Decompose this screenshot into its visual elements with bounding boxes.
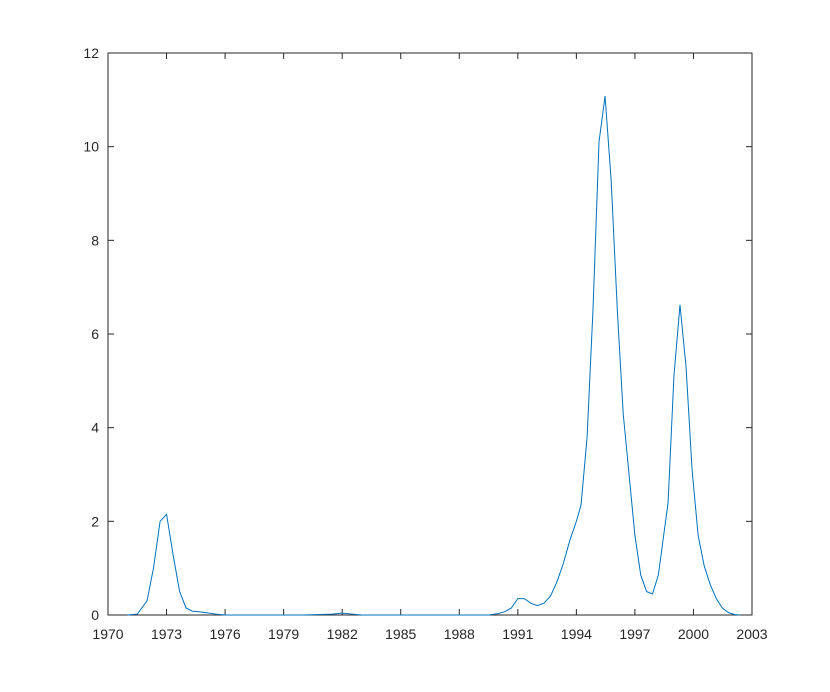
x-tick-label: 1994 (561, 626, 592, 642)
x-tick-label: 1985 (385, 626, 416, 642)
axes-box (107, 52, 753, 616)
x-tick-label: 1982 (327, 626, 358, 642)
x-tick-label: 1988 (444, 626, 475, 642)
line (127, 96, 741, 616)
y-tick-label: 2 (91, 513, 99, 529)
x-tick-label: 2000 (678, 626, 709, 642)
y-tick-label: 10 (83, 139, 99, 155)
x-tick-label: 1970 (92, 626, 123, 642)
y-tick-label: 8 (91, 232, 99, 248)
y-tick-label: 6 (91, 326, 99, 342)
x-tick-label: 1976 (210, 626, 241, 642)
x-tick-label: 1973 (151, 626, 182, 642)
y-tick-label: 4 (91, 420, 99, 436)
y-tick-label: 0 (91, 607, 99, 623)
y-tick-label: 12 (83, 45, 99, 61)
x-tick-label: 1979 (268, 626, 299, 642)
x-tick-label: 1991 (502, 626, 533, 642)
x-tick-label: 1997 (619, 626, 650, 642)
x-tick-label: 2003 (736, 626, 767, 642)
